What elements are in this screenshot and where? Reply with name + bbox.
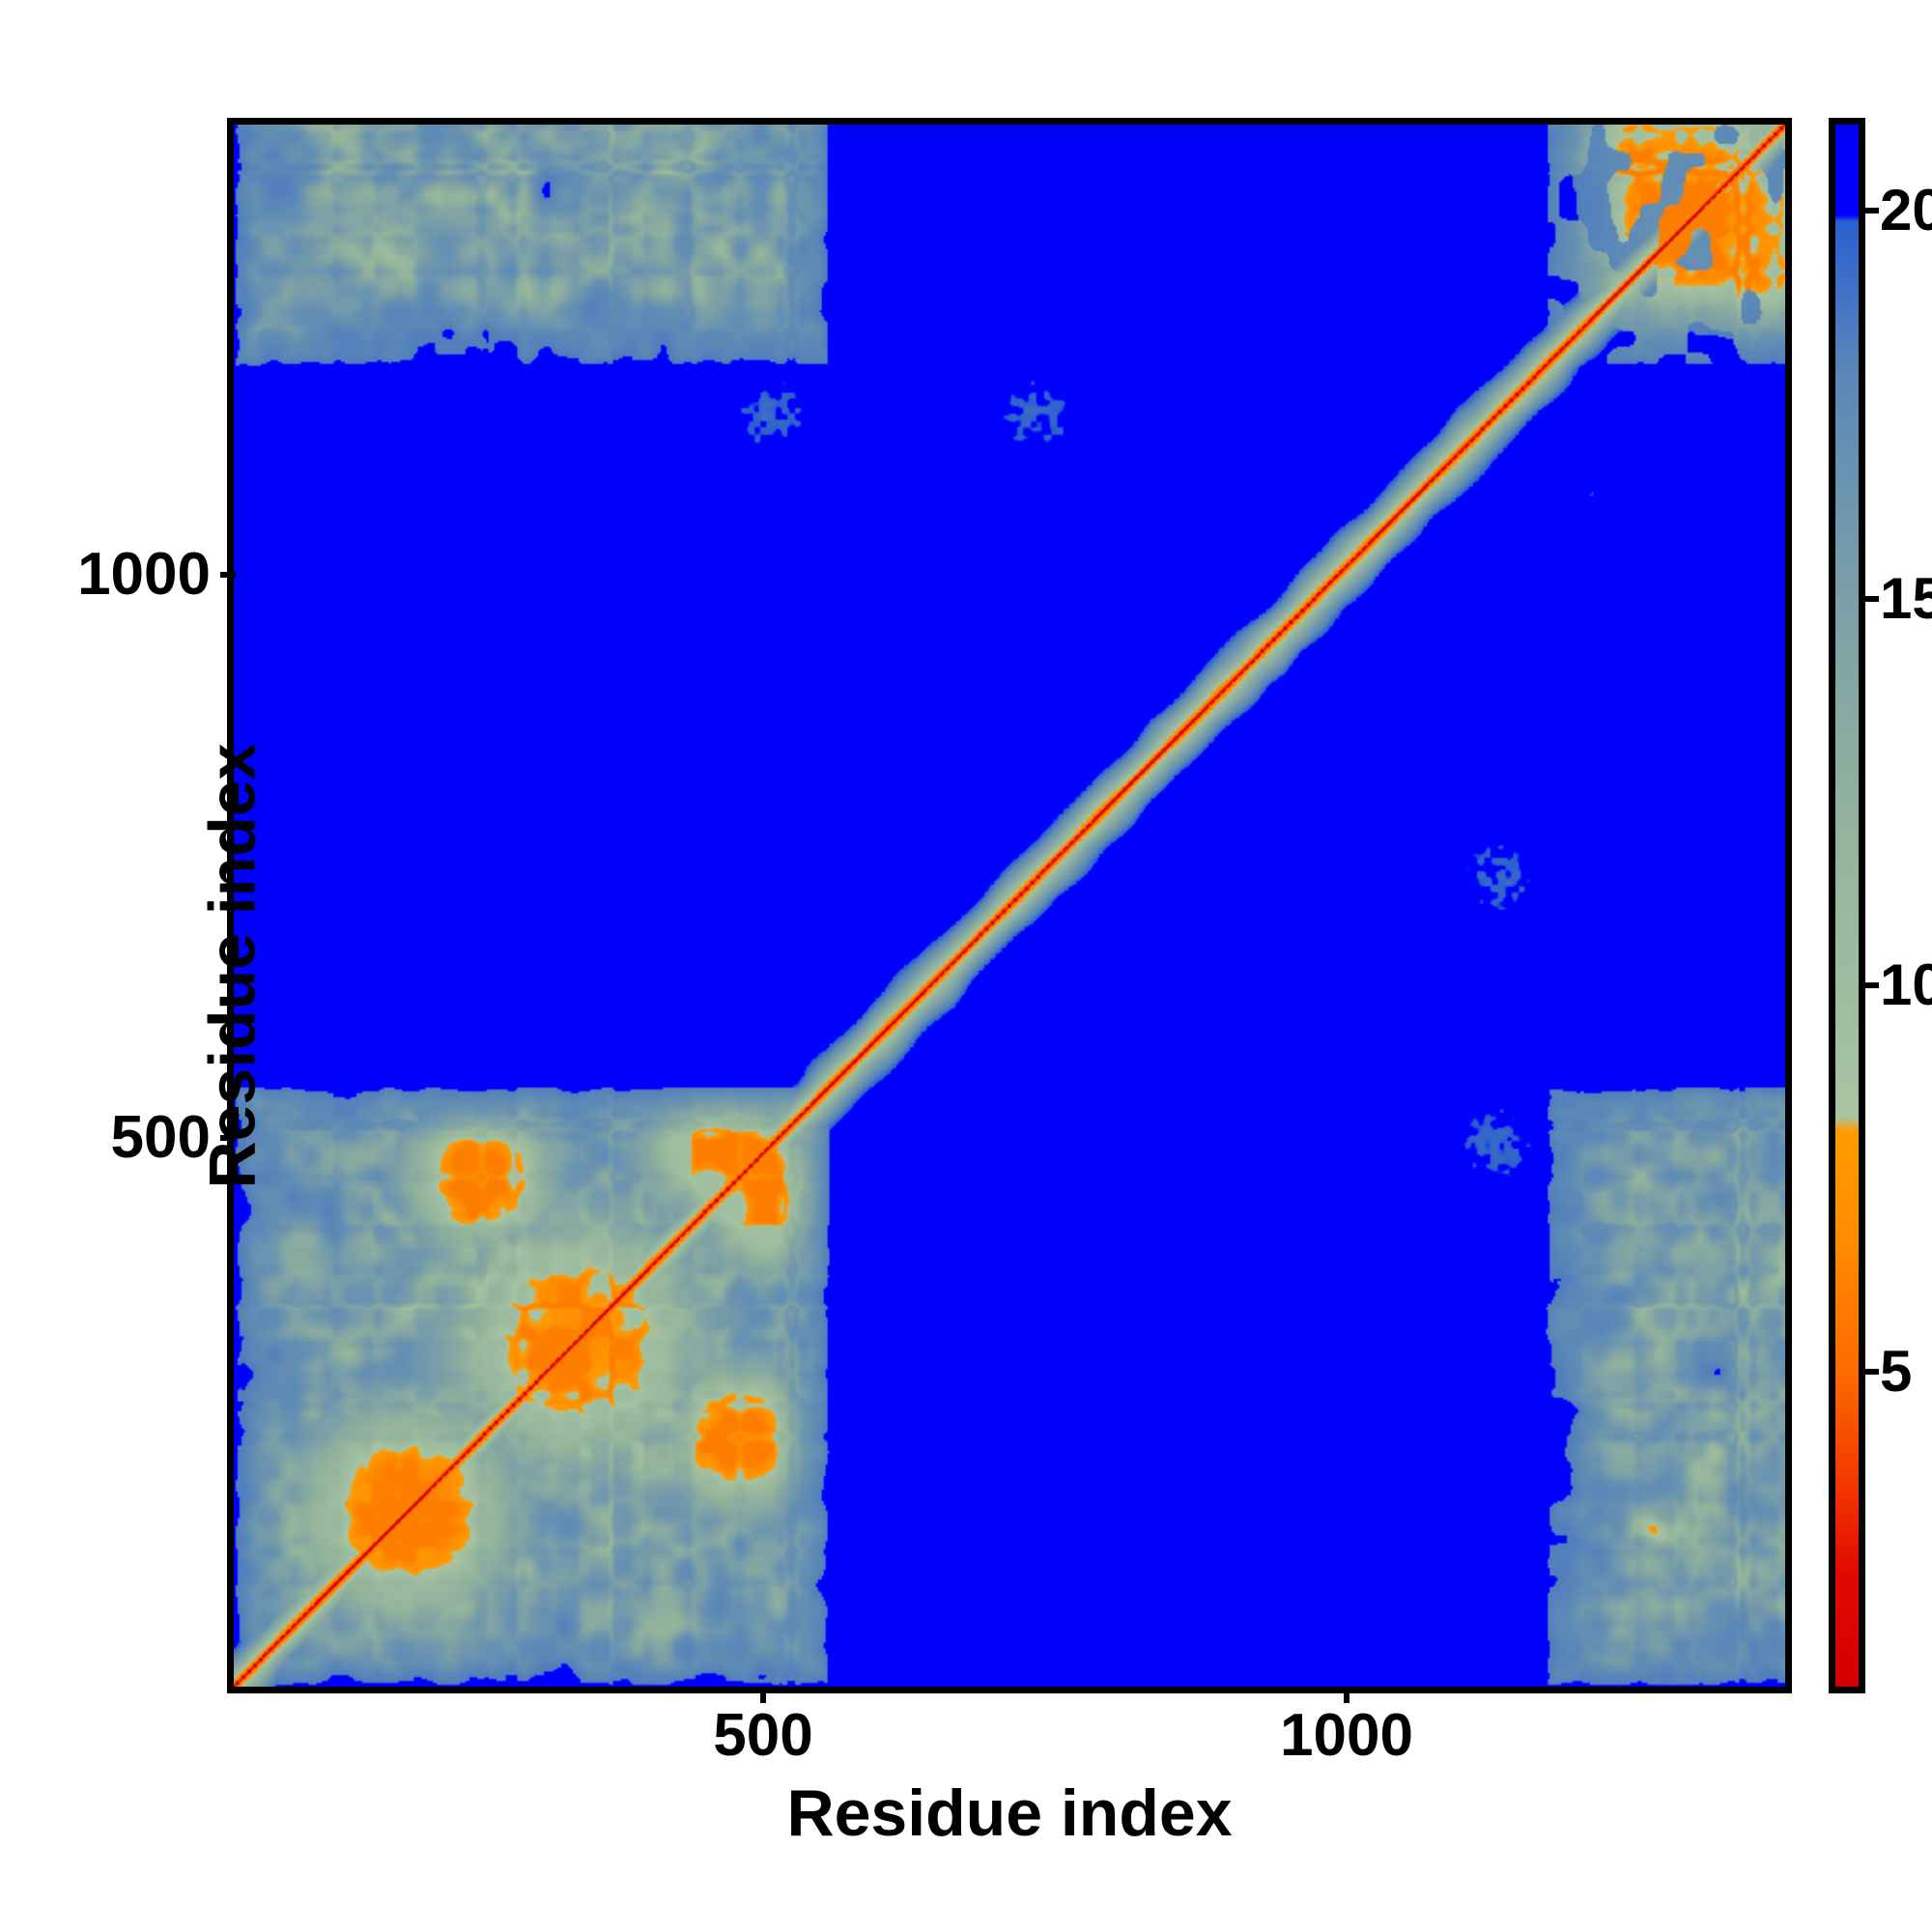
x-tick-label-500: 500	[713, 1702, 813, 1769]
colorbar-tick-label-5: 5	[1880, 1339, 1913, 1404]
x-tick-mark-1000	[1344, 1688, 1350, 1703]
y-tick-mark-500	[220, 1135, 236, 1141]
colorbar-tick-mark-10	[1865, 982, 1879, 988]
colorbar-tick-mark-5	[1865, 1369, 1879, 1375]
colorbar-tick-label-10: 10	[1880, 952, 1932, 1017]
y-axis-title: Residue index	[195, 743, 270, 1189]
y-tick-label-1000: 1000	[77, 541, 211, 608]
colorbar-gradient	[1835, 125, 1859, 1687]
colorbar	[1829, 118, 1865, 1693]
x-axis-title: Residue index	[786, 1776, 1233, 1850]
heatmap-plot-area	[227, 118, 1792, 1693]
y-tick-label-500: 500	[110, 1104, 211, 1171]
residue-distance-heatmap	[234, 125, 1785, 1687]
colorbar-tick-mark-20	[1865, 208, 1879, 213]
colorbar-tick-label-20: 20	[1880, 178, 1932, 242]
colorbar-tick-mark-15	[1865, 596, 1879, 602]
colorbar-tick-label-15: 15	[1880, 566, 1932, 631]
y-tick-mark-1000	[220, 572, 236, 578]
x-tick-label-1000: 1000	[1280, 1702, 1413, 1769]
x-tick-mark-500	[760, 1688, 766, 1703]
